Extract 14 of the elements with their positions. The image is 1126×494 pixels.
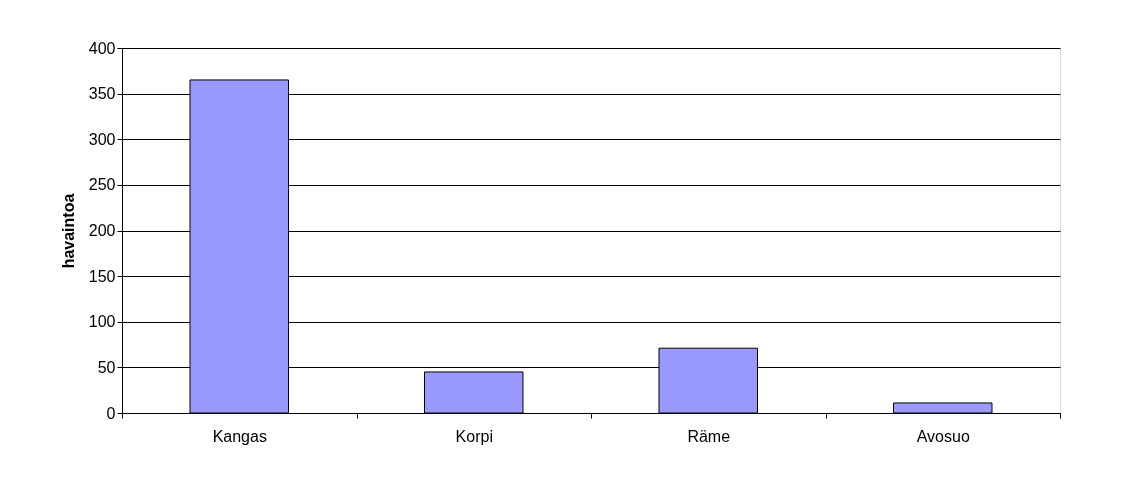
x-tick-label: Räme — [687, 427, 731, 445]
x-tick-label: Kangas — [212, 427, 267, 445]
y-tick-label: 350 — [88, 85, 116, 103]
y-tick-label: 300 — [88, 130, 116, 148]
x-tick-label: Avosuo — [916, 427, 970, 445]
y-tick-label: 50 — [97, 358, 116, 376]
y-tick-label: 0 — [106, 404, 116, 422]
y-tick-label: 100 — [88, 313, 116, 331]
y-tick-label: 250 — [88, 176, 116, 194]
y-tick-label: 200 — [88, 222, 116, 239]
y-tick-label: 400 — [88, 39, 116, 57]
y-tick-label: 150 — [88, 267, 116, 285]
y-axis-title: havaintoa — [59, 193, 77, 269]
x-tick-label: Korpi — [455, 427, 493, 445]
